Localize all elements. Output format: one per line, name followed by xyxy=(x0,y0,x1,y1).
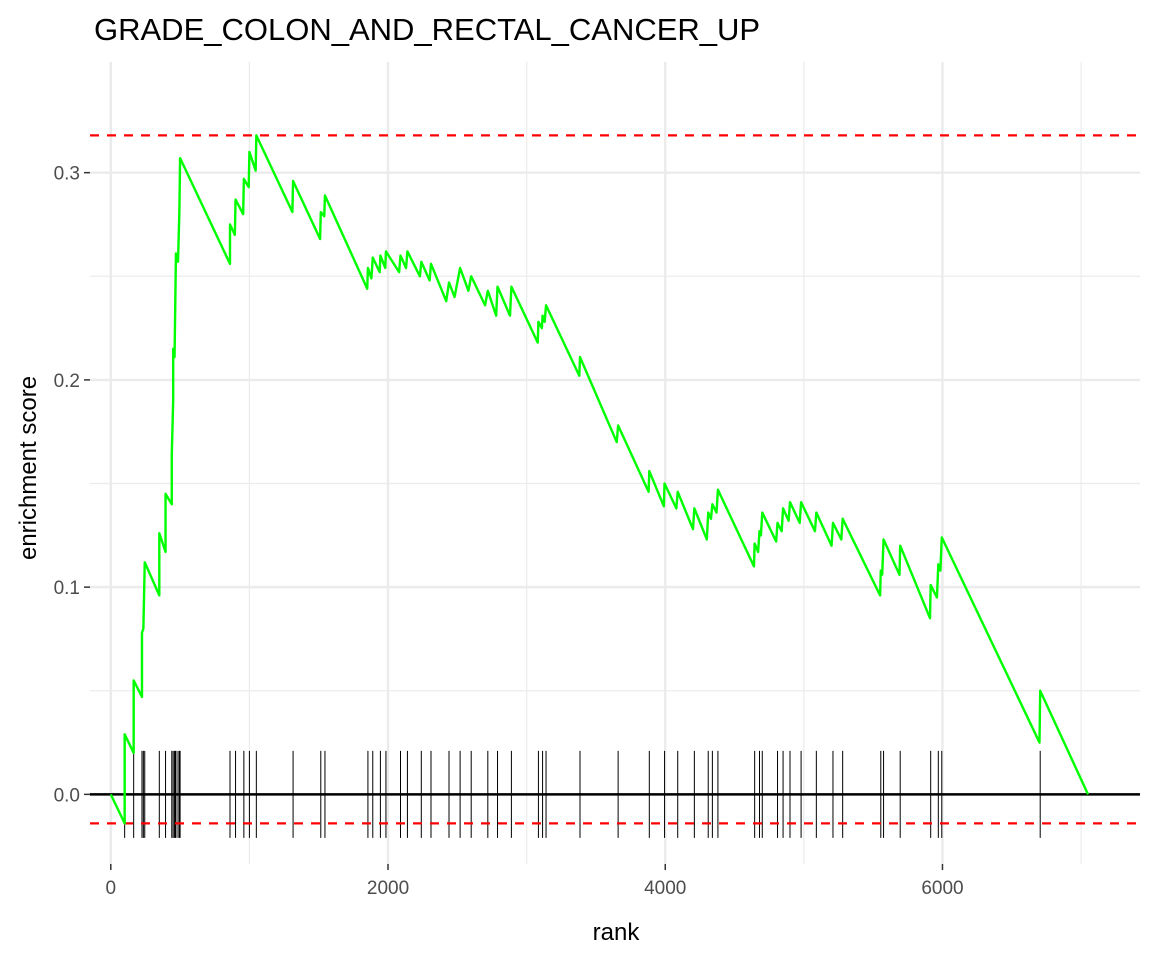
y-tick-label: 0.2 xyxy=(54,371,80,392)
y-axis-label: enrichment score xyxy=(15,376,42,560)
y-tick-label: 0.1 xyxy=(54,578,80,599)
x-axis-ticks: 0 2000 4000 6000 xyxy=(106,864,964,899)
x-tick-label: 0 xyxy=(106,878,117,899)
y-tick-label: 0.3 xyxy=(54,164,80,185)
x-tick-label: 4000 xyxy=(644,878,686,899)
chart-title: GRADE_COLON_AND_RECTAL_CANCER_UP xyxy=(94,12,760,47)
threshold-lines xyxy=(90,134,1140,825)
x-axis-label: rank xyxy=(593,919,641,946)
x-tick-label: 2000 xyxy=(367,878,409,899)
y-axis-ticks: 0.0 0.1 0.2 0.3 xyxy=(54,164,90,806)
x-tick-label: 6000 xyxy=(921,878,963,899)
y-tick-label: 0.0 xyxy=(54,785,80,806)
grid-lines xyxy=(90,62,1140,864)
enrichment-curve xyxy=(109,134,1090,825)
